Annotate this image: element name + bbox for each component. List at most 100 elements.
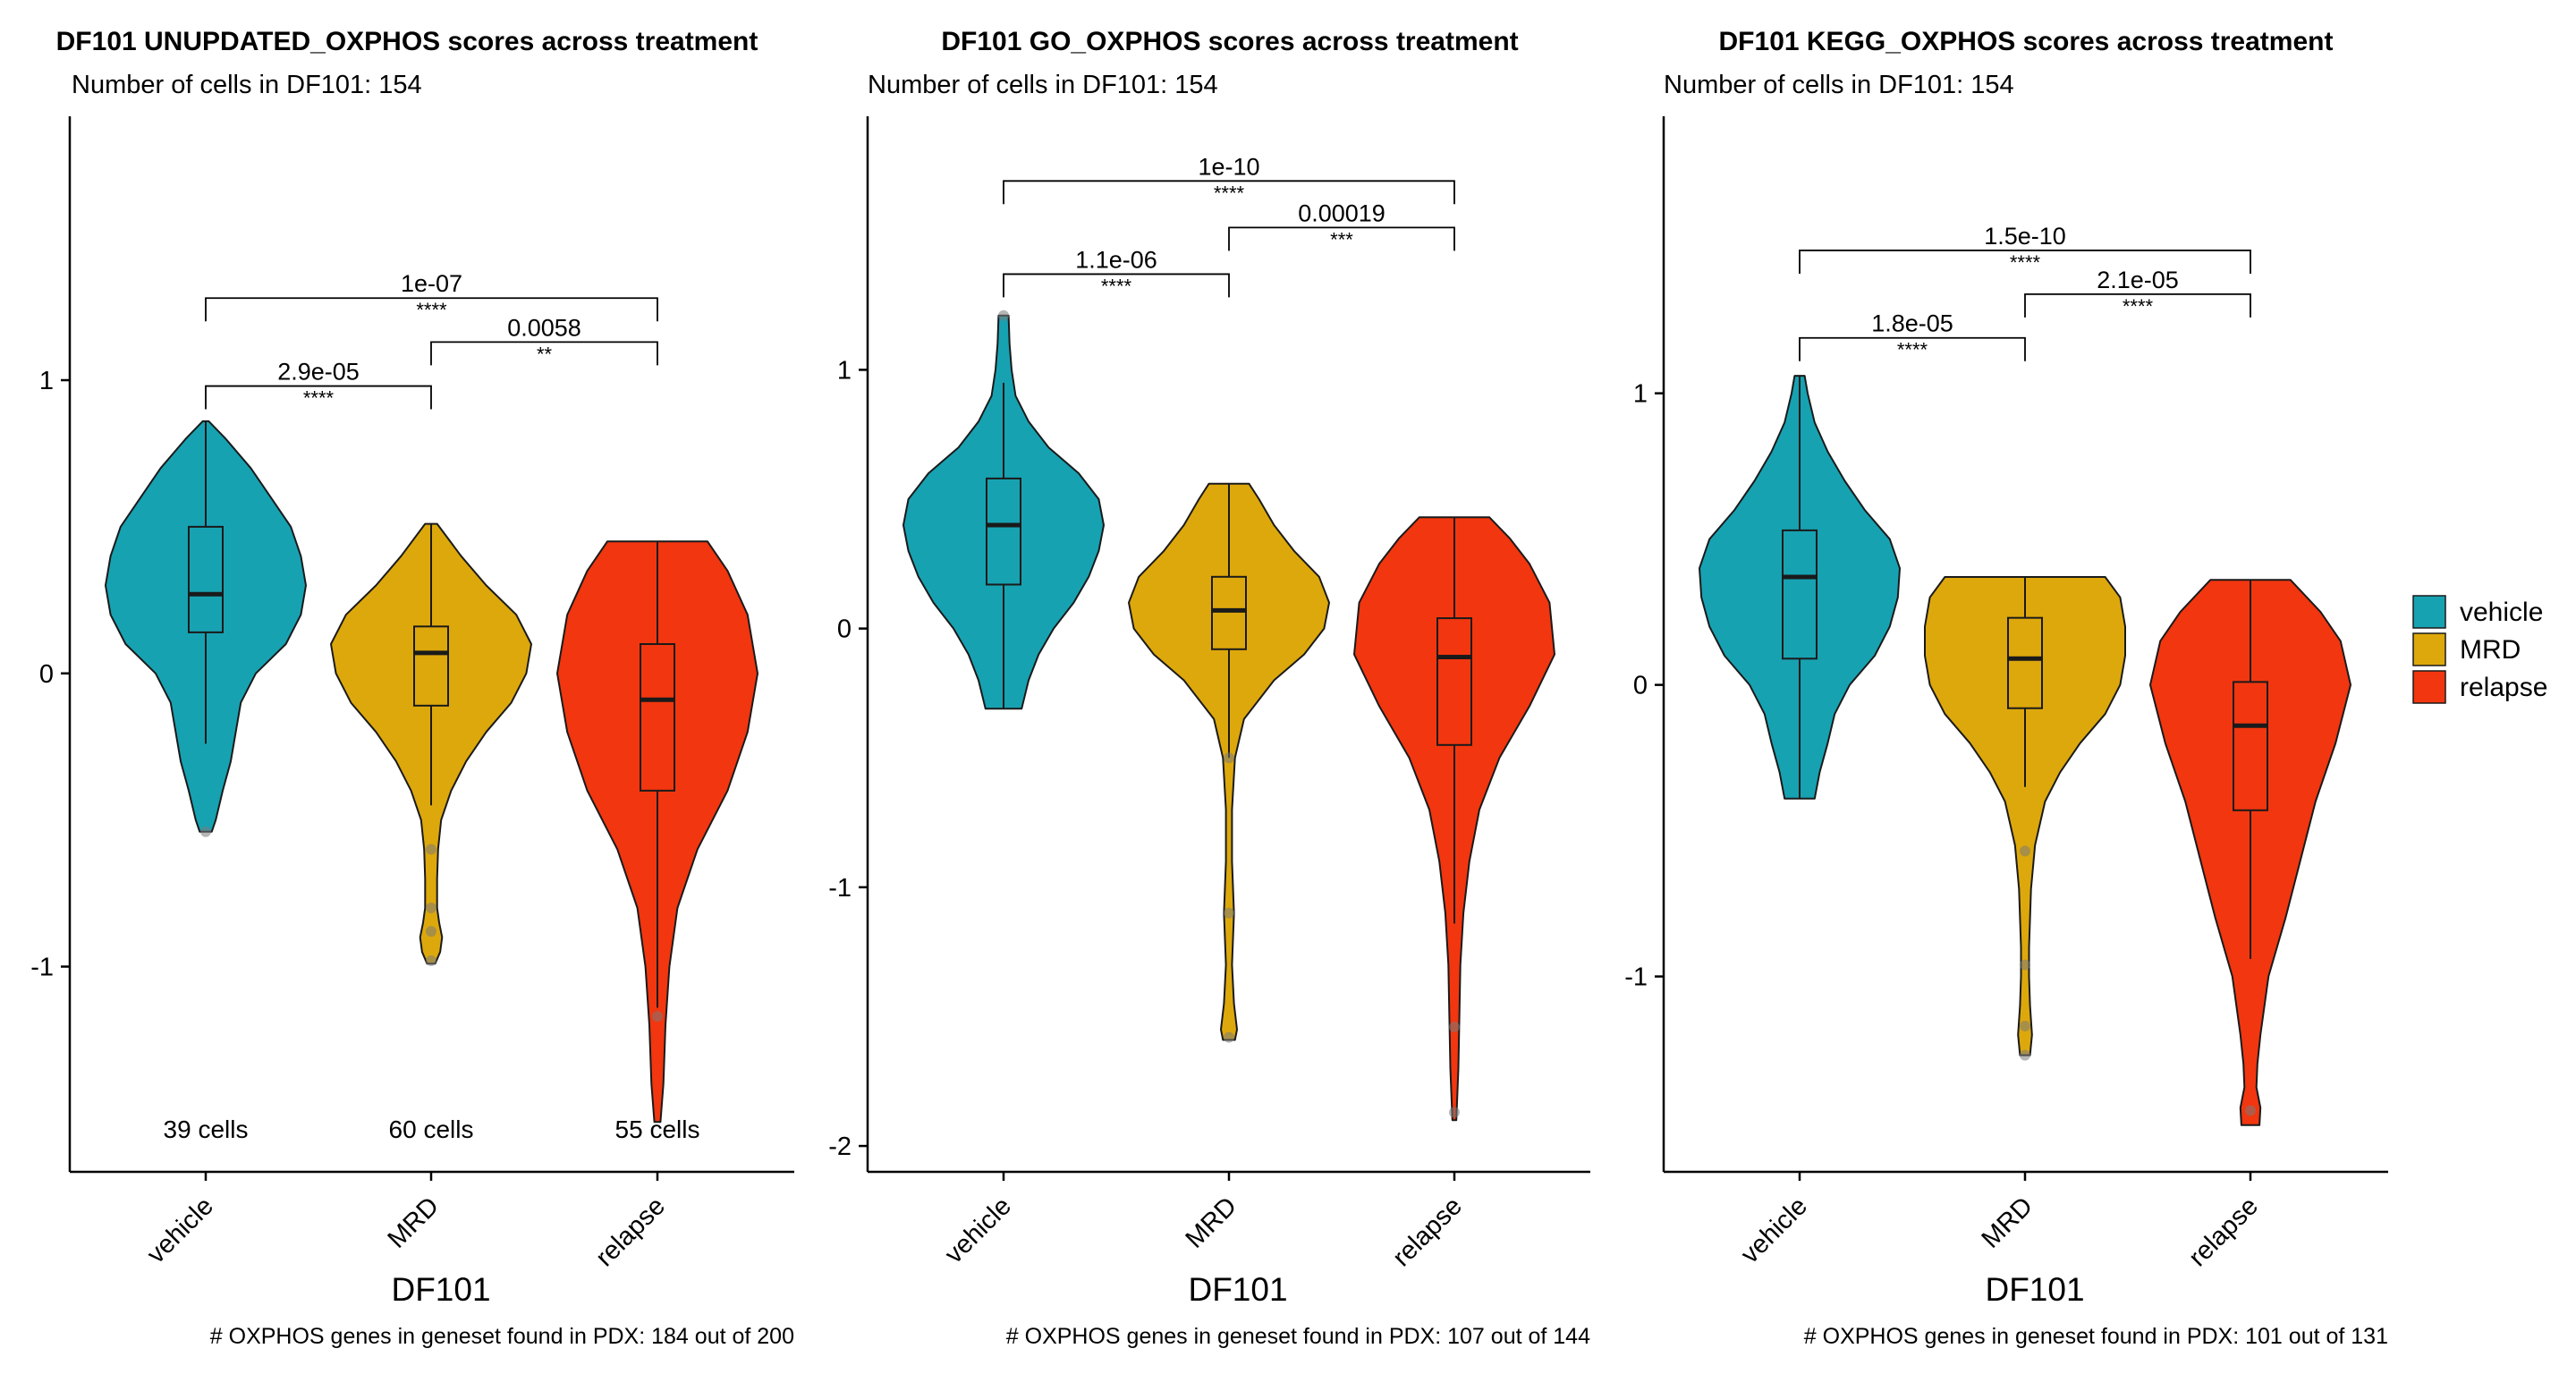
p-value-label: 1e-10 [1198, 153, 1259, 180]
chart-caption: # OXPHOS genes in geneset found in PDX: … [210, 1324, 794, 1349]
box-relapse [1436, 617, 1472, 746]
significance-stars: *** [1330, 228, 1353, 250]
x-tick-label: vehicle [141, 1192, 218, 1268]
violin-group-vehicle [105, 420, 307, 837]
box-vehicle [188, 525, 224, 633]
y-tick-label: -1 [1624, 963, 1648, 992]
y-tick-label: -1 [828, 874, 852, 903]
violin-group-MRD [330, 522, 532, 966]
legend-swatch [2412, 670, 2446, 704]
violin-group-vehicle [1699, 375, 1901, 800]
legend-swatch [2412, 595, 2446, 629]
bracket-line [1799, 336, 2026, 361]
p-value-label: 0.0058 [507, 314, 581, 341]
chart-subtitle: Number of cells in DF101: 154 [72, 71, 422, 99]
outlier-point [1449, 1022, 1460, 1033]
bracket-line [1799, 250, 2251, 274]
outlier-point [1224, 752, 1234, 764]
significance-stars: ** [537, 343, 553, 365]
violin-group-MRD [1924, 576, 2126, 1061]
legend: vehicle MRD relapse [2412, 595, 2547, 704]
outlier-point [652, 1011, 663, 1022]
p-value-label: 2.9e-05 [277, 359, 360, 386]
comparison-bracket: 1.1e-06**** [1003, 246, 1230, 298]
legend-label: MRD [2460, 635, 2521, 665]
bracket-line [205, 297, 658, 322]
outlier-point [2020, 959, 2030, 971]
significance-stars: **** [416, 299, 447, 321]
box-vehicle [1782, 529, 1818, 660]
violin-MRD [1924, 576, 2126, 1056]
comparison-bracket: 2.1e-05**** [2024, 267, 2251, 318]
bracket-line [205, 385, 432, 410]
y-tick-label: 0 [837, 615, 852, 644]
outlier-point [1224, 907, 1234, 919]
chart-caption: # OXPHOS genes in geneset found in PDX: … [1804, 1324, 2388, 1349]
legend-item-vehicle: vehicle [2412, 595, 2543, 629]
x-tick-label: MRD [1977, 1192, 2038, 1253]
panel-2: DF101 GO_OXPHOS scores across treatment N… [828, 27, 1590, 1349]
p-value-label: 2.1e-05 [2097, 267, 2179, 293]
bracket-line [1003, 273, 1230, 298]
comparison-bracket: 1.8e-05**** [1799, 310, 2026, 361]
significance-stars: **** [1897, 339, 1928, 361]
violin-group-MRD [1128, 482, 1330, 1043]
y-tick-label: -1 [30, 954, 54, 982]
outlier-point [1449, 1107, 1460, 1118]
y-tick-label: 1 [1633, 380, 1648, 409]
outlier-point [200, 826, 211, 837]
violin-group-vehicle [902, 310, 1105, 710]
violin-group-relapse [556, 540, 758, 1124]
outlier-point [426, 955, 436, 966]
panel-3: DF101 KEGG_OXPHOS scores across treatmen… [1624, 27, 2388, 1349]
p-value-label: 1.1e-06 [1075, 246, 1157, 273]
comparison-bracket: 1e-07**** [205, 270, 658, 322]
chart-title: DF101 UNUPDATED_OXPHOS scores across tre… [56, 27, 758, 56]
violin-group-relapse [2149, 579, 2351, 1126]
outlier-point [2020, 1021, 2030, 1032]
cell-count-label: 60 cells [389, 1115, 474, 1143]
p-value-label: 1e-07 [401, 270, 462, 297]
x-tick-label: vehicle [939, 1192, 1016, 1268]
box-MRD [2007, 616, 2043, 709]
x-tick-label: vehicle [1735, 1192, 1812, 1268]
significance-stars: **** [1214, 182, 1245, 204]
box-relapse [640, 643, 675, 792]
y-tick-label: 0 [1633, 672, 1648, 700]
chart-title: DF101 KEGG_OXPHOS scores across treatmen… [1719, 27, 2334, 56]
chart-subtitle: Number of cells in DF101: 154 [868, 71, 1218, 99]
x-axis-title: DF101 [1985, 1271, 2084, 1308]
bracket-line [430, 341, 658, 366]
comparison-bracket: 0.0058** [430, 314, 658, 366]
chart-subtitle: Number of cells in DF101: 154 [1664, 71, 2014, 99]
outlier-point [426, 844, 436, 855]
outlier-point [2245, 1105, 2256, 1116]
y-tick-label: 0 [39, 660, 54, 689]
x-axis-title: DF101 [1188, 1271, 1287, 1308]
outlier-point [2020, 1049, 2030, 1061]
bracket-line [2024, 293, 2251, 318]
x-tick-label: MRD [1181, 1192, 1242, 1253]
y-tick-label: 1 [39, 367, 54, 395]
x-tick-label: MRD [383, 1192, 445, 1253]
outlier-point [1224, 1031, 1234, 1043]
significance-stars: **** [303, 387, 335, 410]
legend-label: relapse [2460, 673, 2547, 702]
significance-stars: **** [1101, 275, 1132, 297]
bracket-line [1003, 180, 1455, 205]
comparison-bracket: 1e-10**** [1003, 153, 1455, 205]
panel-1: DF101 UNUPDATED_OXPHOS scores across tre… [30, 27, 794, 1349]
violin-group-relapse [1353, 516, 1555, 1122]
comparison-bracket: 1.5e-10**** [1799, 223, 2251, 274]
significance-stars: **** [2010, 251, 2041, 274]
box-MRD [1211, 575, 1247, 650]
cell-count-label: 55 cells [615, 1115, 700, 1143]
legend-item-MRD: MRD [2412, 632, 2521, 666]
outlier-point [426, 926, 436, 937]
p-value-label: 1.5e-10 [1984, 223, 2066, 250]
chart-caption: # OXPHOS genes in geneset found in PDX: … [1006, 1324, 1590, 1349]
x-axis-title: DF101 [391, 1271, 490, 1308]
box-vehicle [986, 477, 1021, 586]
outlier-point [2020, 845, 2030, 857]
